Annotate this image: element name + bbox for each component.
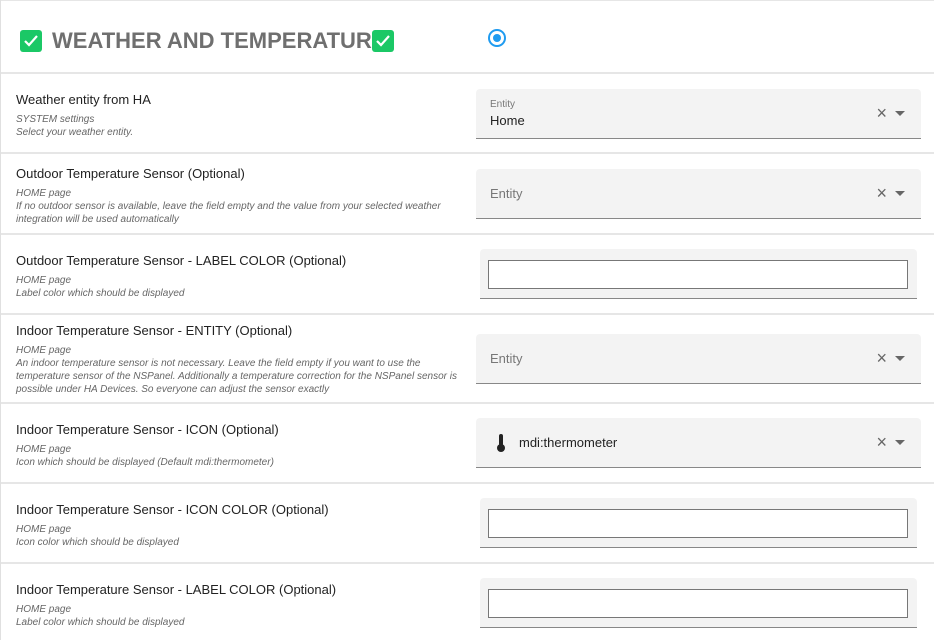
section-radio[interactable] <box>488 29 506 47</box>
thermometer-icon <box>497 434 505 452</box>
setting-description: Icon color which should be displayed <box>16 537 179 548</box>
clear-icon[interactable]: × <box>876 432 887 452</box>
weather-entity-picker[interactable]: Entity Home × <box>476 89 921 139</box>
setting-title: Weather entity from HA <box>16 92 151 107</box>
setting-description: An indoor temperature sensor is not nece… <box>16 358 457 395</box>
setting-row-indoor-label-color: Indoor Temperature Sensor - LABEL COLOR … <box>1 564 934 644</box>
setting-row-outdoor-label-color: Outdoor Temperature Sensor - LABEL COLOR… <box>1 235 934 315</box>
setting-scope: HOME page <box>16 188 72 199</box>
field-placeholder: Entity <box>490 351 523 366</box>
setting-description: If no outdoor sensor is available, leave… <box>16 201 441 225</box>
setting-scope: HOME page <box>16 275 72 286</box>
dropdown-arrow-icon[interactable] <box>895 111 905 116</box>
setting-scope: HOME page <box>16 345 72 356</box>
setting-description: Label color which should be displayed <box>16 617 185 628</box>
indoor-label-color-input[interactable] <box>488 589 908 618</box>
outdoor-sensor-picker[interactable]: Entity × <box>476 169 921 219</box>
clear-icon[interactable]: × <box>876 103 887 123</box>
setting-title: Indoor Temperature Sensor - ICON COLOR (… <box>16 502 329 517</box>
field-value: Home <box>490 113 525 128</box>
indoor-label-color-field <box>480 578 917 628</box>
field-placeholder: Entity <box>490 186 523 201</box>
section-header: WEATHER AND TEMPERATURE <box>1 0 934 74</box>
setting-row-indoor-entity: Indoor Temperature Sensor - ENTITY (Opti… <box>1 315 934 404</box>
clear-icon[interactable]: × <box>876 348 887 368</box>
checkbox-icon <box>20 30 42 52</box>
indoor-icon-picker[interactable]: mdi:thermometer × <box>476 418 921 468</box>
field-label: Entity <box>490 99 516 110</box>
setting-title: Outdoor Temperature Sensor - LABEL COLOR… <box>16 253 347 268</box>
setting-description: Select your weather entity. <box>16 127 134 138</box>
dropdown-arrow-icon[interactable] <box>895 440 905 445</box>
setting-title: Indoor Temperature Sensor - ENTITY (Opti… <box>16 323 293 338</box>
outdoor-label-color-field <box>480 249 917 299</box>
setting-scope: HOME page <box>16 444 72 455</box>
setting-row-indoor-icon: Indoor Temperature Sensor - ICON (Option… <box>1 404 934 484</box>
clear-icon[interactable]: × <box>876 183 887 203</box>
indoor-icon-color-input[interactable] <box>488 509 908 538</box>
section-title: WEATHER AND TEMPERATURE <box>52 28 387 53</box>
setting-title: Indoor Temperature Sensor - ICON (Option… <box>16 422 279 437</box>
setting-scope: HOME page <box>16 524 72 535</box>
setting-title: Indoor Temperature Sensor - LABEL COLOR … <box>16 582 337 597</box>
dropdown-arrow-icon[interactable] <box>895 191 905 196</box>
setting-row-indoor-icon-color: Indoor Temperature Sensor - ICON COLOR (… <box>1 484 934 564</box>
setting-row-outdoor-sensor: Outdoor Temperature Sensor (Optional) HOM… <box>1 154 934 235</box>
indoor-icon-color-field <box>480 498 917 548</box>
setting-scope: HOME page <box>16 604 72 615</box>
dropdown-arrow-icon[interactable] <box>895 356 905 361</box>
field-value: mdi:thermometer <box>519 435 618 450</box>
outdoor-label-color-input[interactable] <box>488 260 908 289</box>
setting-scope: SYSTEM settings <box>16 114 95 125</box>
setting-row-weather-entity: Weather entity from HA SYSTEM settings Sel… <box>1 74 934 154</box>
setting-description: Icon which should be displayed (Default … <box>16 457 274 468</box>
indoor-sensor-picker[interactable]: Entity × <box>476 334 921 384</box>
setting-title: Outdoor Temperature Sensor (Optional) <box>16 166 245 181</box>
checkbox-icon <box>372 30 394 52</box>
setting-description: Label color which should be displayed <box>16 288 185 299</box>
